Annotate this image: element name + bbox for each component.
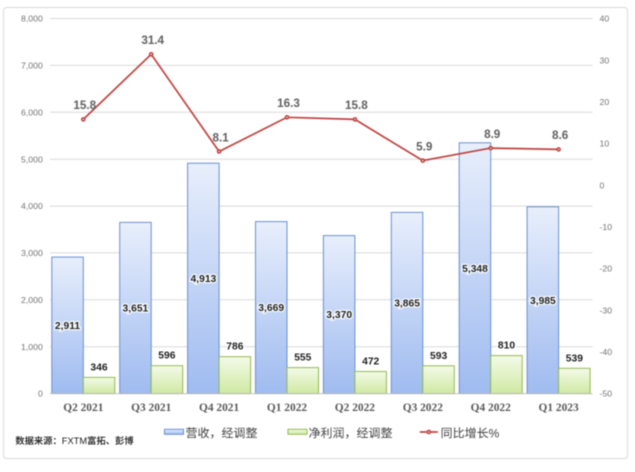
svg-text:3,000: 3,000: [21, 248, 43, 258]
svg-text:8.9: 8.9: [484, 128, 501, 141]
svg-text:2,911: 2,911: [55, 321, 80, 332]
svg-text:Q4 2022: Q4 2022: [471, 402, 511, 414]
svg-text:15.8: 15.8: [345, 99, 368, 112]
svg-text:810: 810: [498, 341, 515, 352]
svg-text:Q3 2021: Q3 2021: [131, 402, 171, 414]
svg-text:Q1 2023: Q1 2023: [539, 402, 579, 414]
svg-text:472: 472: [362, 357, 379, 368]
svg-text:20: 20: [600, 97, 610, 107]
svg-text:%: %: [489, 426, 500, 440]
svg-text:Q2 2022: Q2 2022: [335, 402, 375, 414]
svg-text:3,669: 3,669: [258, 303, 284, 314]
svg-text:Q4 2021: Q4 2021: [199, 402, 239, 414]
svg-text:346: 346: [90, 362, 107, 373]
svg-text:5.9: 5.9: [416, 140, 433, 153]
svg-text:5,000: 5,000: [21, 154, 43, 164]
svg-text:10: 10: [600, 139, 610, 149]
svg-text:596: 596: [158, 351, 175, 362]
svg-text:4,000: 4,000: [21, 201, 43, 211]
svg-text:Q1 2022: Q1 2022: [267, 402, 307, 414]
svg-text:3,985: 3,985: [530, 296, 556, 307]
svg-text:0: 0: [600, 180, 605, 190]
svg-text:3,651: 3,651: [123, 304, 149, 315]
svg-text:5,348: 5,348: [462, 264, 488, 275]
svg-text:3,370: 3,370: [326, 310, 352, 321]
svg-text:3,865: 3,865: [394, 299, 420, 310]
svg-text:-20: -20: [600, 264, 613, 274]
svg-text:555: 555: [294, 353, 311, 364]
svg-text:8,000: 8,000: [21, 14, 43, 24]
svg-text:40: 40: [600, 14, 610, 24]
svg-text:6,000: 6,000: [21, 107, 43, 117]
svg-text:16.3: 16.3: [277, 97, 300, 110]
svg-text:593: 593: [430, 351, 447, 362]
svg-text:2,000: 2,000: [21, 295, 43, 305]
svg-text:Q2 2021: Q2 2021: [63, 402, 103, 414]
svg-text:30: 30: [600, 55, 610, 65]
svg-text:-10: -10: [600, 222, 613, 232]
svg-text:15.8: 15.8: [73, 99, 96, 112]
svg-text:0: 0: [38, 389, 43, 399]
svg-text:8.6: 8.6: [552, 129, 569, 142]
svg-text:-50: -50: [600, 389, 613, 399]
svg-text:FXTM: FXTM: [62, 436, 87, 446]
svg-text:786: 786: [226, 342, 243, 353]
svg-text:7,000: 7,000: [21, 61, 43, 71]
svg-text:31.4: 31.4: [141, 34, 164, 47]
svg-text:1,000: 1,000: [21, 342, 43, 352]
svg-text:-30: -30: [600, 305, 613, 315]
svg-text:Q3 2022: Q3 2022: [403, 402, 443, 414]
svg-text:539: 539: [566, 353, 583, 364]
svg-text:-40: -40: [600, 347, 613, 357]
svg-text:8.1: 8.1: [212, 131, 229, 144]
svg-text:4,913: 4,913: [191, 274, 217, 285]
